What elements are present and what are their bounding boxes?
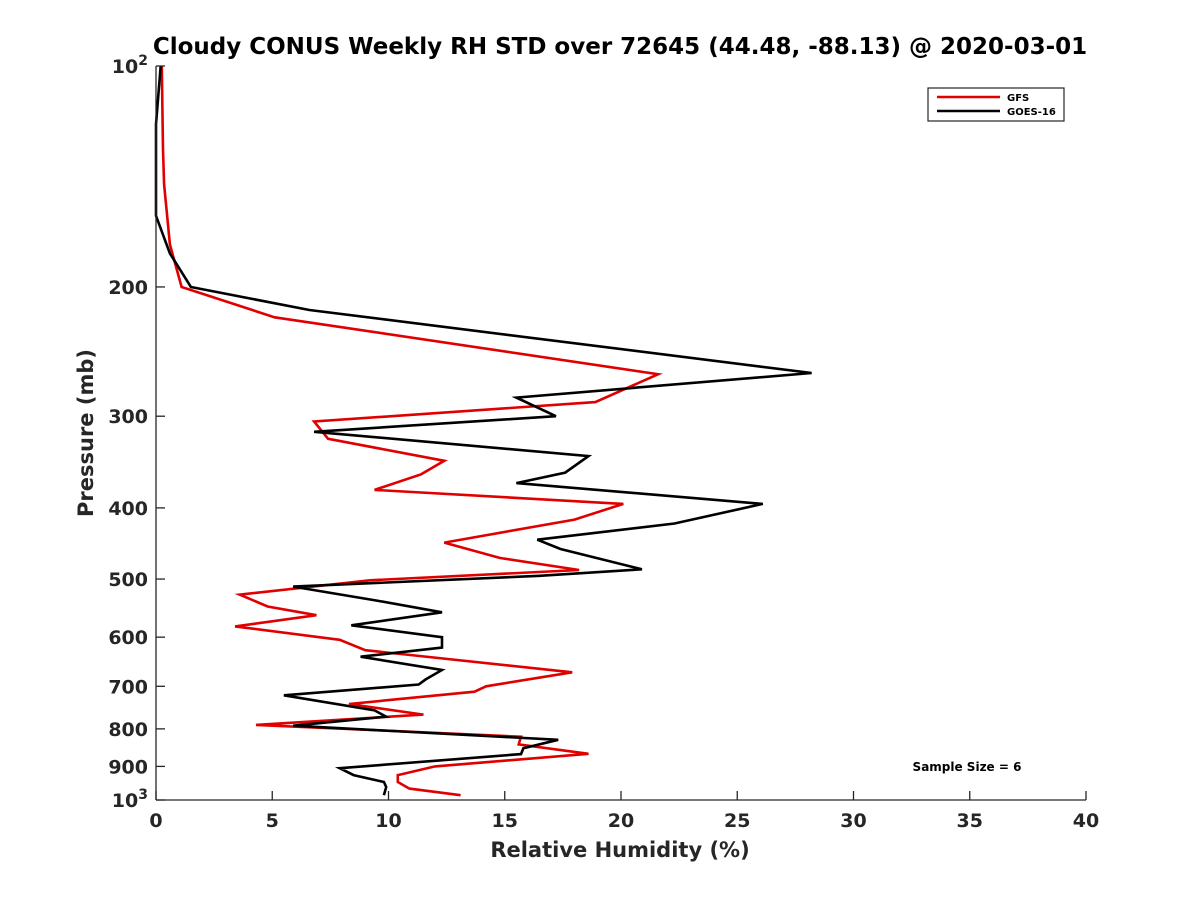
y-tick-label: 200 bbox=[108, 277, 148, 299]
y-tick-label: 500 bbox=[108, 569, 148, 591]
legend-label-1: GOES-16 bbox=[1007, 107, 1056, 118]
y-tick-label: 103 bbox=[112, 787, 148, 812]
plot-lines bbox=[154, 65, 812, 797]
x-axis-ticks: 0 5 10 15 20 25 30 35 40 bbox=[149, 791, 1099, 832]
x-tick-label: 25 bbox=[724, 810, 750, 832]
y-axis-label: Pressure (mb) bbox=[74, 349, 98, 517]
series-line-1 bbox=[154, 65, 812, 796]
x-tick-label: 0 bbox=[149, 810, 162, 832]
x-tick-label: 30 bbox=[840, 810, 866, 832]
y-tick-label: 800 bbox=[108, 719, 148, 741]
y-tick-label: 900 bbox=[108, 756, 148, 778]
x-tick-label: 35 bbox=[957, 810, 983, 832]
x-tick-label: 10 bbox=[375, 810, 401, 832]
y-tick-label: 300 bbox=[108, 406, 148, 428]
chart-title: Cloudy CONUS Weekly RH STD over 72645 (4… bbox=[153, 34, 1087, 60]
y-tick-label: 400 bbox=[108, 498, 148, 520]
plot-axes bbox=[155, 66, 1086, 801]
sample-size-annotation: Sample Size = 6 bbox=[913, 760, 1022, 774]
x-tick-label: 15 bbox=[492, 810, 518, 832]
x-tick-label: 20 bbox=[608, 810, 634, 832]
x-tick-label: 5 bbox=[266, 810, 279, 832]
y-axis-ticks: 102 200 300 400 500 600 700 800 900 103 bbox=[108, 53, 165, 812]
series-line-0 bbox=[160, 65, 663, 797]
y-tick-label: 700 bbox=[108, 676, 148, 698]
legend: GFS GOES-16 bbox=[927, 87, 1065, 122]
legend-label-0: GFS bbox=[1007, 93, 1029, 104]
x-axis-label: Relative Humidity (%) bbox=[490, 838, 749, 862]
x-tick-label: 40 bbox=[1073, 810, 1099, 832]
y-tick-label: 600 bbox=[108, 627, 148, 649]
y-tick-label: 102 bbox=[112, 53, 148, 78]
legend-box bbox=[927, 87, 1065, 122]
